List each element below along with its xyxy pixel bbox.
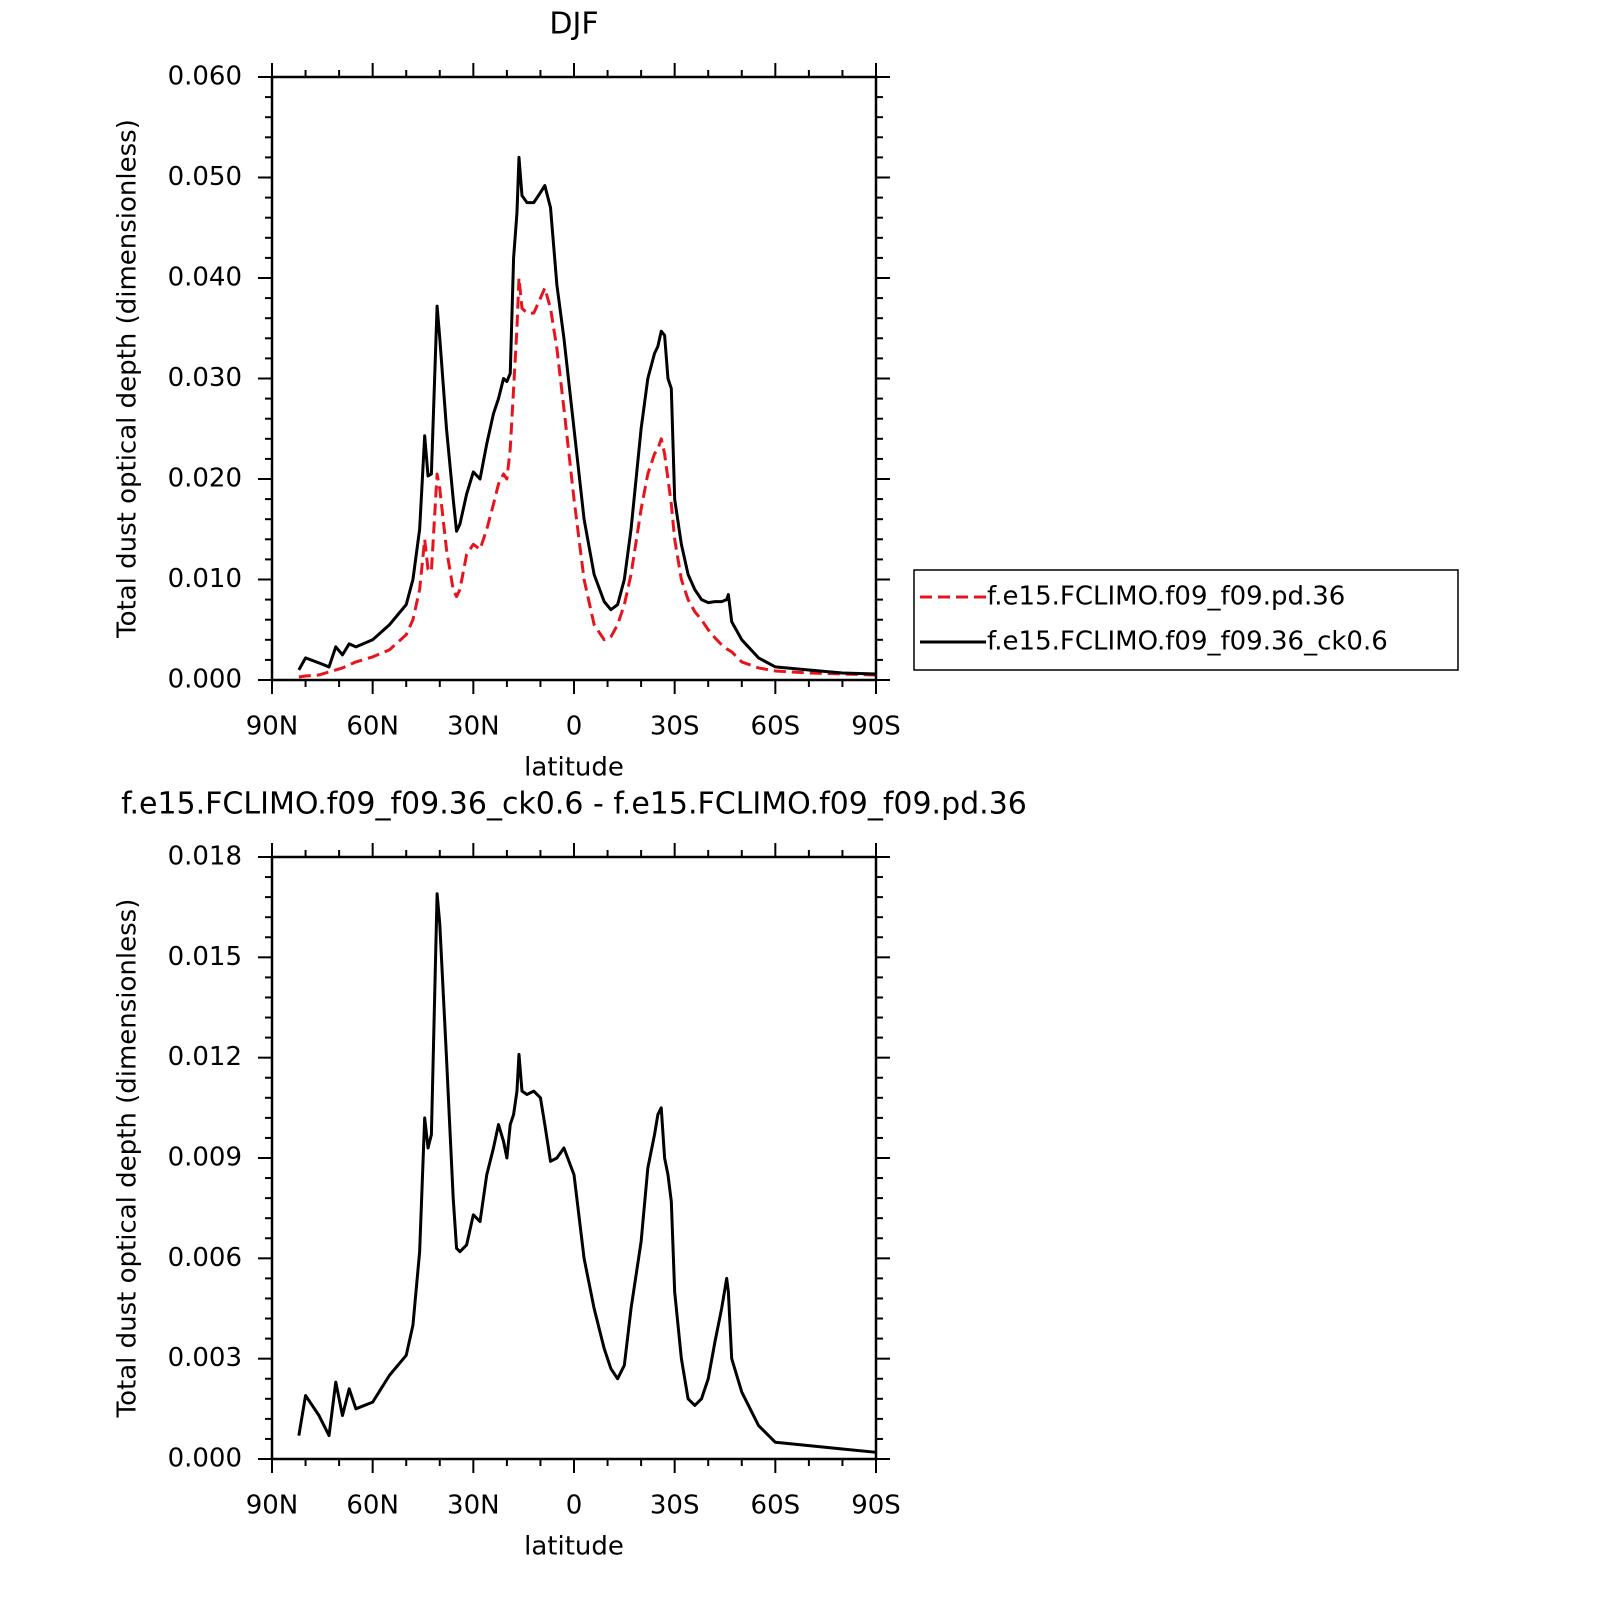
x-tick-label: 30N <box>447 1491 500 1521</box>
x-tick-label: 0 <box>566 712 583 742</box>
x-tick-label: 30N <box>447 712 500 742</box>
x-tick-label: 60N <box>346 1491 399 1521</box>
y-tick-label: 0.000 <box>168 1444 242 1474</box>
x-tick-label: 90N <box>246 1491 299 1521</box>
x-tick-label: 60S <box>751 1491 801 1521</box>
x-tick-label: 0 <box>566 1491 583 1521</box>
plot-frame <box>270 75 878 682</box>
y-tick-label: 0.003 <box>168 1343 242 1373</box>
y-axis-label: Total dust optical depth (dimensionless) <box>113 119 143 639</box>
y-tick-label: 0.015 <box>168 942 242 972</box>
x-tick-label: 90S <box>851 1491 901 1521</box>
y-tick-label: 0.020 <box>168 464 242 494</box>
x-axis-label: latitude <box>524 1532 624 1562</box>
data-line <box>297 892 877 1454</box>
y-tick-label: 0.040 <box>168 263 242 293</box>
y-tick-label: 0.018 <box>168 842 242 872</box>
x-tick-label: 60S <box>751 712 801 742</box>
y-tick-label: 0.030 <box>168 363 242 393</box>
legend-box <box>913 569 1459 671</box>
legend-label: f.e15.FCLIMO.f09_f09.pd.36 <box>987 582 1345 612</box>
plot-frame <box>270 855 878 1461</box>
chart-title: f.e15.FCLIMO.f09_f09.36_ck0.6 - f.e15.FC… <box>121 787 1027 822</box>
y-axis-label: Total dust optical depth (dimensionless) <box>113 899 143 1419</box>
y-tick-label: 0.050 <box>168 162 242 192</box>
x-tick-label: 30S <box>650 1491 700 1521</box>
x-tick-label: 90N <box>246 712 299 742</box>
y-tick-label: 0.009 <box>168 1143 242 1173</box>
x-tick-label: 90S <box>851 712 901 742</box>
x-tick-label: 30S <box>650 712 700 742</box>
x-axis-label: latitude <box>524 753 624 783</box>
y-tick-label: 0.000 <box>168 665 242 695</box>
y-tick-label: 0.012 <box>168 1042 242 1072</box>
y-tick-label: 0.010 <box>168 564 242 594</box>
x-tick-label: 60N <box>346 712 399 742</box>
y-tick-label: 0.006 <box>168 1243 242 1273</box>
data-line <box>297 155 877 676</box>
data-line <box>298 276 877 679</box>
y-tick-label: 0.060 <box>168 62 242 92</box>
chart-title: DJF <box>549 7 598 42</box>
legend-label: f.e15.FCLIMO.f09_f09.36_ck0.6 <box>987 627 1388 657</box>
